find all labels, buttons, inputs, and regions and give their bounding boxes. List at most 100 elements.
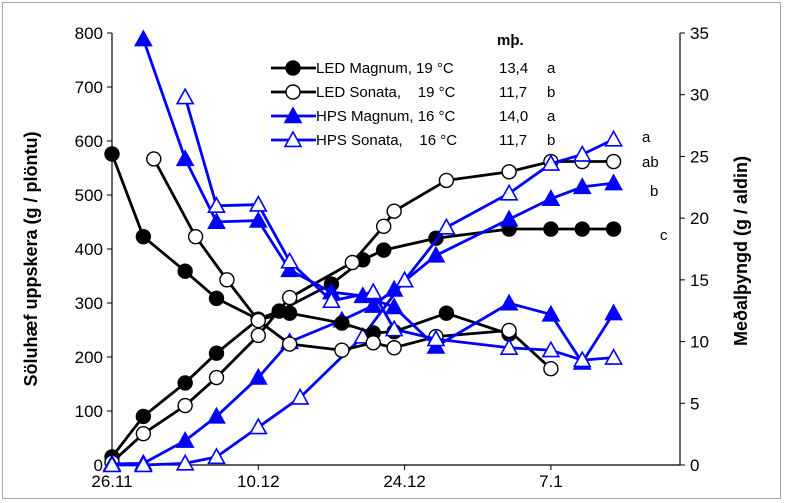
data-point: [604, 303, 623, 321]
data-point: [499, 183, 519, 201]
data-point: [376, 242, 392, 258]
y-right-tick-label: 30: [690, 86, 709, 105]
series-led_magnum_weight: [104, 146, 517, 342]
legend-entry-label: LED Magnum, 19 °C: [316, 60, 454, 77]
data-point: [135, 408, 152, 425]
data-point: [365, 335, 381, 351]
data-point: [135, 425, 152, 442]
y-left-tick-label: 300: [75, 294, 103, 313]
series-layer: [102, 29, 623, 473]
legend: mþ. LED Magnum, 19 °C 13,4 a LED Sonata, 19 …: [271, 32, 668, 244]
data-point: [543, 361, 559, 377]
x-tick-label: 7.1: [539, 472, 563, 491]
data-point: [177, 375, 193, 391]
data-point: [572, 350, 592, 368]
data-point: [207, 212, 226, 230]
data-point: [604, 347, 623, 365]
data-point: [281, 289, 298, 306]
legend-entry-sig: a: [547, 108, 556, 125]
x-tick-label: 24.12: [383, 472, 426, 491]
end-significance-label: ab: [642, 154, 659, 171]
data-point: [541, 189, 561, 206]
data-point: [250, 312, 266, 329]
y-right-tick-label: 15: [690, 271, 709, 290]
data-point: [543, 221, 559, 237]
data-point: [207, 406, 226, 424]
data-point: [104, 146, 120, 162]
data-point: [133, 29, 153, 47]
y-axis-left-title: Söluhæf uppskera (g / plöntu): [21, 132, 41, 387]
axes: 0 100 200 300 400 500 600 700 800 0 5 10 15 20 25 30 35 2…: [75, 24, 709, 491]
data-point: [177, 263, 193, 279]
y-left-tick-label: 100: [75, 402, 103, 421]
data-point: [175, 149, 195, 167]
series-led_sonata_weight: [146, 151, 559, 377]
data-point: [438, 172, 455, 189]
data-point: [281, 336, 298, 352]
data-point: [175, 87, 195, 105]
data-point: [175, 453, 195, 471]
data-point: [499, 293, 519, 311]
data-point: [363, 296, 383, 313]
data-point: [208, 369, 225, 386]
data-point: [175, 431, 195, 448]
data-point: [187, 228, 204, 245]
data-point: [572, 177, 592, 195]
data-point: [499, 209, 519, 227]
data-point: [384, 297, 404, 315]
data-point: [605, 221, 622, 237]
data-point: [248, 210, 268, 228]
legend-entry-value: 13,4: [499, 60, 528, 77]
legend-entry-label: HPS Magnum, 16 °C: [316, 108, 456, 125]
y-left-tick-label: 200: [75, 348, 103, 367]
y-left-tick-label: 0: [94, 456, 103, 475]
y-left-tick-label: 800: [75, 24, 103, 43]
data-point: [219, 272, 235, 288]
legend-swatch-marker: [283, 106, 303, 124]
y-left-tick-label: 500: [75, 186, 103, 205]
y-right-tick-label: 25: [690, 147, 709, 166]
data-point: [395, 270, 414, 288]
legend-entry-label: HPS Sonata, 16 °C: [316, 132, 457, 149]
legend-header: mþ.: [497, 32, 524, 49]
y-left-tick-label: 400: [75, 240, 103, 259]
end-significance-label: b: [650, 183, 658, 200]
data-point: [248, 367, 268, 385]
data-point: [574, 221, 590, 237]
series-hps_magnum_yield: [102, 173, 623, 472]
data-point: [207, 196, 226, 213]
data-point: [250, 327, 266, 344]
data-point: [208, 290, 225, 307]
x-tick-label: 10.12: [237, 472, 280, 491]
legend-entry-label: LED Sonata, 19 °C: [316, 84, 456, 101]
data-point: [248, 194, 268, 212]
data-point: [386, 340, 402, 356]
y-right-tick-label: 20: [690, 209, 709, 228]
data-point: [541, 304, 561, 322]
y-right-tick-label: 10: [690, 333, 709, 352]
legend-entry-value: 14,0: [499, 108, 528, 125]
legend-entry-sig: b: [547, 84, 555, 101]
data-point: [363, 282, 383, 300]
data-point: [133, 455, 153, 473]
data-point: [281, 305, 298, 321]
data-point: [280, 251, 300, 269]
data-point: [322, 291, 341, 309]
data-point: [376, 218, 392, 235]
legend-swatch-marker: [285, 60, 301, 76]
legend-swatch-marker: [283, 130, 303, 148]
data-point: [290, 387, 310, 405]
data-point: [499, 338, 519, 355]
data-point: [437, 217, 456, 235]
data-point: [384, 319, 404, 337]
data-point: [177, 397, 193, 414]
data-point: [334, 315, 350, 331]
series-hps_sonata_weight: [175, 87, 623, 368]
legend-entry-value: 11,7: [499, 84, 527, 101]
legend-entry-sig: b: [547, 132, 555, 149]
data-point: [135, 228, 152, 245]
data-point: [386, 203, 402, 219]
legend-entry-value: 11,7: [499, 132, 527, 149]
